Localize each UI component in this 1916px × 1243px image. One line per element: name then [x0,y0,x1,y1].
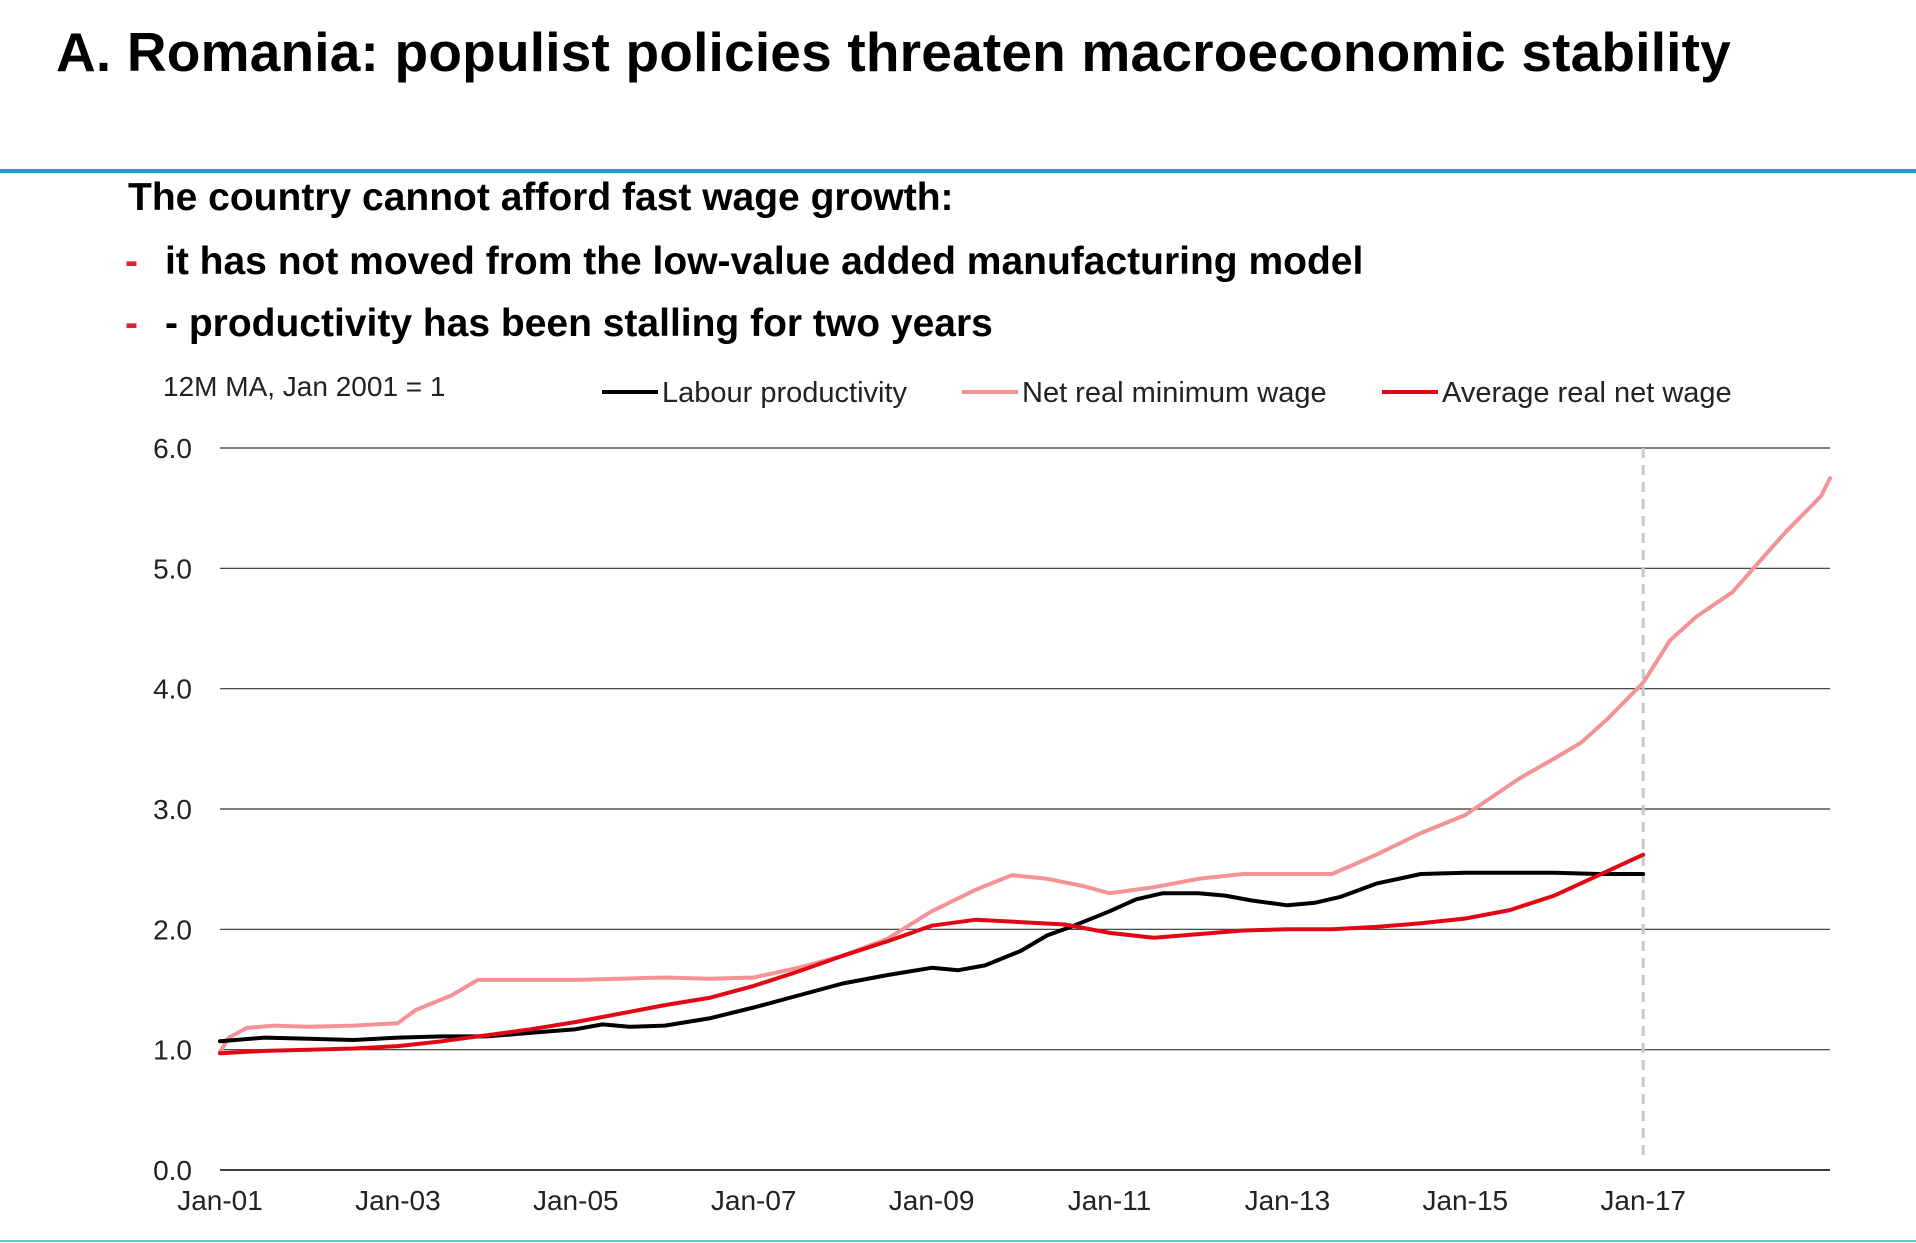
x-tick-label: Jan-11 [1068,1185,1152,1216]
x-tick-label: Jan-13 [1245,1185,1331,1216]
gridlines [220,447,1830,1171]
y-tick-label: 5.0 [153,553,192,584]
x-tick-label: Jan-15 [1422,1185,1508,1216]
y-tick-label: 2.0 [153,914,192,945]
bottom-divider [0,1240,1916,1242]
bullet-dash: - [125,240,138,283]
legend-label-labour-productivity: Labour productivity [662,377,908,409]
x-tick-label: Jan-17 [1600,1185,1686,1216]
x-tick-label: Jan-01 [177,1185,263,1216]
y-axis: 0.0 1.0 2.0 3.0 4.0 5.0 6.0 [153,433,192,1186]
series-line-net-real-minimum-wage [218,476,1832,1055]
legend-label-net-real-minimum-wage: Net real minimum wage [1022,377,1327,409]
x-tick-label: Jan-03 [355,1185,441,1216]
series-lines [218,476,1832,1056]
title-divider [0,169,1916,173]
page-title: A. Romania: populist policies threaten m… [56,21,1731,83]
chart-legend: Labour productivity Net real minimum wage… [602,377,1732,409]
y-tick-label: 6.0 [153,433,192,464]
bullet-item: - it has not moved from the low-value add… [125,240,1363,284]
x-axis: Jan-01 Jan-03 Jan-05 Jan-07 Jan-09 Jan-11 Jan-… [177,1185,1686,1216]
line-chart: 12M MA, Jan 2001 = 1 Labour productivity… [153,371,1832,1216]
series-line-labour-productivity [218,870,1646,1044]
x-tick-label: Jan-09 [889,1185,975,1216]
y-tick-label: 3.0 [153,794,192,825]
slide-subtitle: The country cannot afford fast wage grow… [128,176,954,219]
units-note: 12M MA, Jan 2001 = 1 [163,371,446,402]
bullet-text: it has not moved from the low-value adde… [165,240,1364,283]
y-tick-label: 1.0 [153,1035,192,1066]
bullet-text: - productivity has been stalling for two… [165,302,993,345]
x-tick-label: Jan-07 [711,1185,797,1216]
y-tick-label: 4.0 [153,674,192,705]
bullet-item: -- productivity has been stalling for tw… [125,302,993,346]
x-tick-label: Jan-05 [533,1185,619,1216]
y-tick-label: 0.0 [153,1155,192,1186]
series-line-average-real-net-wage [218,852,1646,1056]
legend-label-average-real-net-wage: Average real net wage [1442,377,1732,409]
bullet-dash: - [125,302,138,345]
